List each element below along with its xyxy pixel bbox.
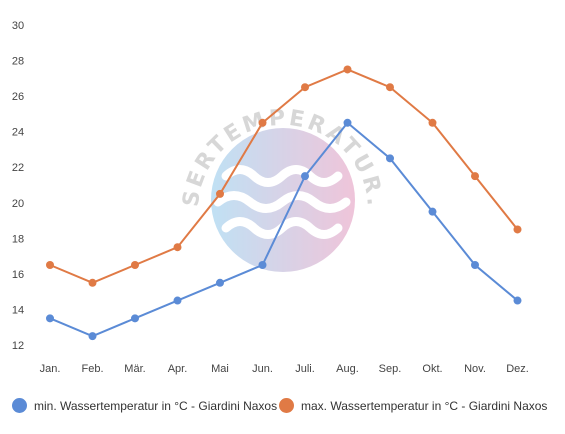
watermark-logo: WASSERTEMPERATUR.ORG	[0, 0, 384, 272]
legend-label: max. Wassertemperatur in °C - Giardini N…	[301, 398, 548, 413]
series-lines	[49, 68, 519, 338]
x-tick-label: Okt.	[422, 363, 442, 375]
x-tick-label: Mai	[211, 363, 229, 375]
data-point	[343, 118, 352, 127]
legend-label: min. Wassertemperatur in °C - Giardini N…	[34, 398, 278, 413]
data-point	[88, 332, 97, 341]
data-point	[513, 225, 522, 234]
legend: min. Wassertemperatur in °C - Giardini N…	[0, 398, 565, 422]
y-axis: 12 14 16 18 20 22 24 26 28 30	[12, 20, 24, 352]
y-tick-label: 22	[12, 162, 24, 174]
line-chart: WASSERTEMPERATUR.ORG 12 14 16 18 20 22 24 26 28 3…	[0, 0, 529, 375]
data-point	[46, 261, 54, 269]
x-tick-label: Nov.	[464, 363, 486, 375]
legend-item-2[interactable]: max. Wassertemperatur in °C - Giardini N…	[279, 398, 547, 413]
data-point	[301, 83, 309, 92]
x-tick-label: Jan.	[40, 363, 61, 375]
data-point	[258, 261, 267, 269]
data-point	[386, 83, 394, 92]
data-point	[428, 207, 437, 216]
data-point	[428, 118, 437, 127]
y-tick-label: 30	[12, 20, 24, 32]
data-point	[216, 189, 224, 198]
x-tick-label: Apr.	[168, 363, 188, 375]
data-point	[386, 154, 394, 163]
data-point	[301, 172, 309, 181]
data-point	[173, 243, 182, 252]
x-tick-label: Sep.	[379, 363, 402, 375]
series-line-1	[49, 121, 519, 338]
data-point	[131, 314, 139, 323]
y-tick-label: 26	[12, 91, 24, 103]
data-point	[88, 278, 97, 287]
data-point	[258, 118, 267, 127]
data-point	[471, 261, 479, 269]
x-tick-label: Aug.	[336, 363, 359, 375]
data-point	[131, 261, 139, 269]
legend-item-1[interactable]: min. Wassertemperatur in °C - Giardini N…	[12, 398, 277, 413]
data-point	[343, 65, 352, 74]
x-tick-label: Jun.	[252, 363, 273, 375]
y-tick-label: 20	[12, 198, 24, 210]
data-point	[173, 296, 182, 305]
y-tick-label: 12	[12, 340, 24, 352]
series-line-2	[49, 68, 519, 284]
x-tick-label: Feb.	[81, 363, 103, 375]
data-point	[513, 296, 522, 305]
data-point	[46, 314, 54, 323]
y-tick-label: 24	[12, 127, 24, 139]
y-tick-label: 28	[12, 56, 24, 68]
x-tick-label: Dez.	[506, 363, 529, 375]
series-points	[46, 65, 522, 341]
legend-marker	[12, 398, 27, 413]
legend-marker	[279, 398, 294, 413]
y-tick-label: 16	[12, 269, 24, 281]
y-tick-label: 18	[12, 233, 24, 245]
x-tick-label: Juli.	[295, 363, 315, 375]
y-tick-label: 14	[12, 304, 24, 316]
x-tick-label: Mär.	[124, 363, 145, 375]
data-point	[471, 172, 479, 181]
data-point	[216, 278, 224, 287]
x-axis: Jan. Feb. Mär. Apr. Mai Jun. Juli. Aug. Sep. Okt.…	[40, 363, 529, 375]
